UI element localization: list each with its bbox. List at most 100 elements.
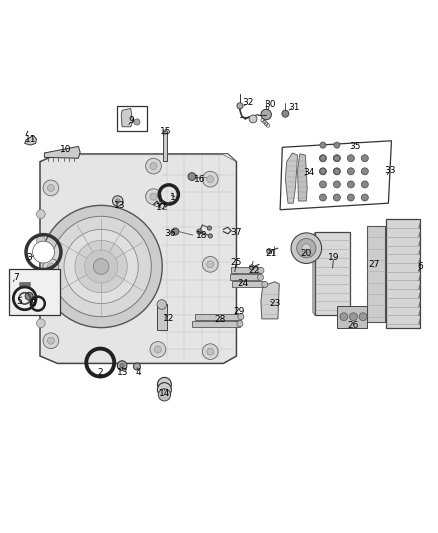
Bar: [386, 220, 420, 328]
Circle shape: [134, 363, 141, 370]
Circle shape: [333, 155, 340, 161]
Text: 14: 14: [159, 389, 170, 398]
Circle shape: [116, 199, 120, 203]
Circle shape: [150, 193, 157, 200]
Circle shape: [238, 313, 244, 320]
Circle shape: [267, 248, 272, 254]
Polygon shape: [40, 154, 237, 364]
Circle shape: [262, 281, 268, 287]
Circle shape: [85, 250, 118, 283]
Polygon shape: [297, 154, 307, 201]
Circle shape: [361, 155, 368, 161]
Bar: [192, 321, 240, 327]
Circle shape: [320, 155, 326, 161]
Circle shape: [258, 268, 264, 273]
Circle shape: [32, 241, 54, 263]
Circle shape: [157, 377, 171, 391]
Circle shape: [334, 142, 340, 148]
Circle shape: [43, 259, 59, 274]
Text: 9: 9: [129, 116, 134, 125]
Circle shape: [64, 229, 138, 304]
Circle shape: [154, 346, 161, 353]
Text: 3: 3: [26, 253, 32, 262]
Polygon shape: [57, 154, 237, 161]
Text: 5: 5: [16, 297, 22, 306]
Circle shape: [120, 364, 124, 368]
Bar: [232, 281, 265, 287]
Text: 34: 34: [303, 168, 314, 177]
Circle shape: [47, 337, 54, 344]
Bar: [231, 268, 261, 273]
Text: 6: 6: [417, 262, 423, 271]
Circle shape: [202, 344, 218, 359]
Circle shape: [347, 168, 354, 175]
Circle shape: [197, 229, 202, 234]
Circle shape: [334, 168, 340, 174]
Text: 16: 16: [194, 175, 205, 184]
Circle shape: [249, 115, 257, 123]
Text: 17: 17: [155, 203, 167, 212]
Circle shape: [75, 240, 127, 293]
Polygon shape: [313, 232, 315, 316]
Text: 28: 28: [214, 315, 226, 324]
Bar: [315, 232, 350, 316]
Circle shape: [319, 168, 326, 175]
Circle shape: [282, 110, 289, 117]
Circle shape: [43, 333, 59, 349]
Text: 25: 25: [231, 257, 242, 266]
Circle shape: [319, 181, 326, 188]
Circle shape: [319, 155, 326, 161]
Bar: [163, 133, 167, 161]
Circle shape: [40, 205, 162, 328]
Circle shape: [319, 194, 326, 201]
Circle shape: [320, 168, 326, 174]
Circle shape: [361, 181, 368, 188]
Circle shape: [333, 194, 340, 201]
Circle shape: [158, 389, 170, 401]
Text: 10: 10: [60, 145, 71, 154]
Text: 29: 29: [233, 306, 244, 316]
Text: 19: 19: [328, 253, 339, 262]
Text: 7: 7: [13, 273, 19, 282]
Circle shape: [36, 236, 45, 245]
Circle shape: [113, 196, 123, 206]
Text: 23: 23: [269, 299, 281, 308]
Circle shape: [350, 313, 357, 321]
Bar: [157, 304, 166, 330]
Circle shape: [117, 361, 127, 370]
Text: 8: 8: [31, 299, 36, 308]
Circle shape: [361, 194, 368, 201]
Circle shape: [134, 119, 140, 125]
Polygon shape: [261, 282, 279, 319]
Text: 12: 12: [163, 314, 174, 324]
Text: 22: 22: [248, 266, 260, 276]
Text: 13: 13: [114, 201, 125, 210]
Bar: [230, 274, 261, 280]
Circle shape: [150, 342, 166, 357]
Circle shape: [36, 210, 45, 219]
Circle shape: [157, 383, 171, 397]
Text: 30: 30: [265, 100, 276, 109]
Circle shape: [237, 103, 243, 109]
Circle shape: [36, 319, 45, 328]
Text: 2: 2: [97, 368, 103, 377]
Polygon shape: [280, 141, 392, 210]
Text: 35: 35: [350, 142, 361, 151]
Circle shape: [51, 216, 151, 317]
Circle shape: [36, 293, 45, 302]
Circle shape: [202, 171, 218, 187]
Circle shape: [146, 158, 161, 174]
Circle shape: [333, 181, 340, 188]
Text: 33: 33: [385, 166, 396, 175]
Circle shape: [146, 189, 161, 205]
Bar: [337, 306, 367, 328]
Polygon shape: [44, 147, 80, 158]
Polygon shape: [286, 153, 297, 203]
Circle shape: [291, 233, 321, 263]
Circle shape: [333, 168, 340, 175]
Bar: [117, 106, 147, 131]
Circle shape: [163, 130, 167, 134]
Circle shape: [150, 163, 157, 169]
Circle shape: [93, 259, 109, 274]
Circle shape: [347, 155, 354, 161]
